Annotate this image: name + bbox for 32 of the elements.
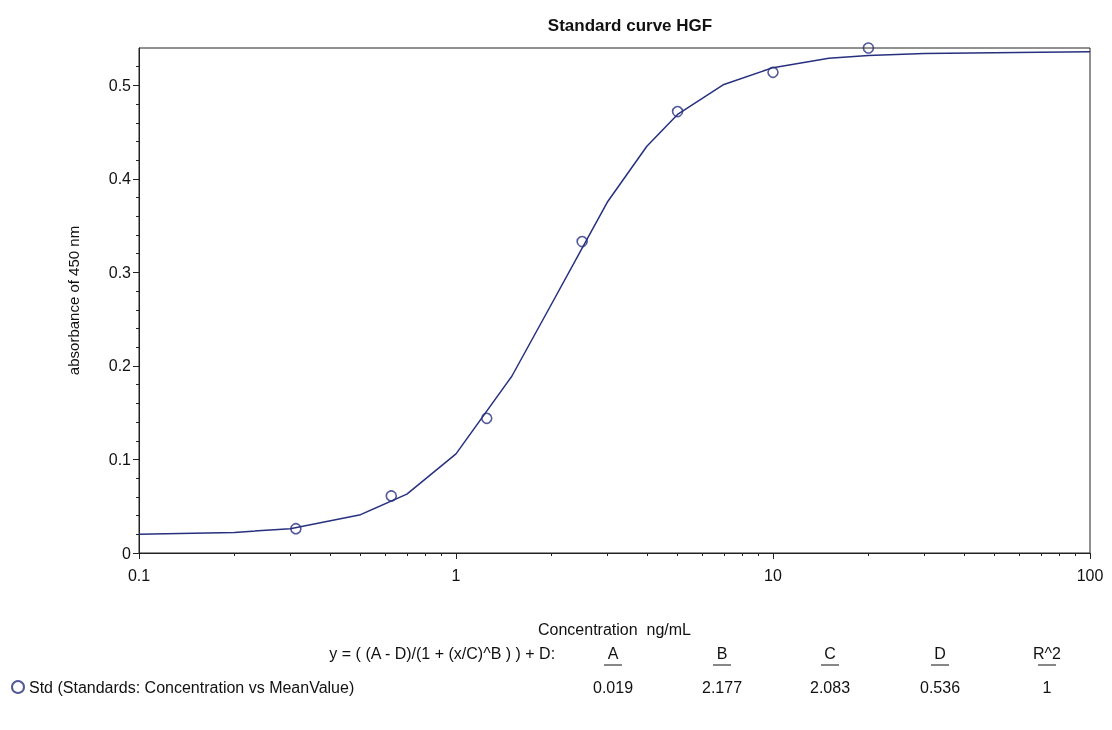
text: 2.083 [809,678,851,696]
y-tick-label: 0.5 [108,76,132,94]
text: R^2 [1033,644,1062,662]
point [385,490,398,502]
chart-title: Standard curve HGF [547,16,713,35]
text: A [607,644,619,662]
y-tick-label: 0 [122,544,132,562]
text: 0.536 [919,678,961,696]
text: C [824,644,836,662]
text: 1 [1042,678,1052,696]
text: y = ( (A - D)/(1 + (x/C)^B ) ) + D: [329,644,556,662]
y-axis-title: absorbance of 450 nm [65,225,82,376]
text: D [934,644,946,662]
x-axis-title: Concentration ng/mL [538,620,692,638]
point [576,235,588,248]
point [290,522,302,535]
x-tick-label: 100 [1076,566,1104,584]
x-tick-label: 1 [451,566,461,584]
point [671,105,684,118]
y-tick-label: 0.4 [108,170,132,188]
x-tick-label: 0.1 [127,566,151,584]
legend-label: Std (Standards: Concentration vs MeanValue) [29,678,355,696]
y-tick-label: 0.3 [108,263,132,281]
point [862,42,875,54]
point [480,412,493,425]
y-tick-label: 0.2 [108,357,132,375]
text: 2.177 [701,678,743,696]
text: B [716,644,728,662]
y-tick-label: 0.1 [108,450,132,468]
x-tick-label: 10 [764,566,782,584]
text: 0.019 [592,678,634,696]
point [767,66,779,79]
